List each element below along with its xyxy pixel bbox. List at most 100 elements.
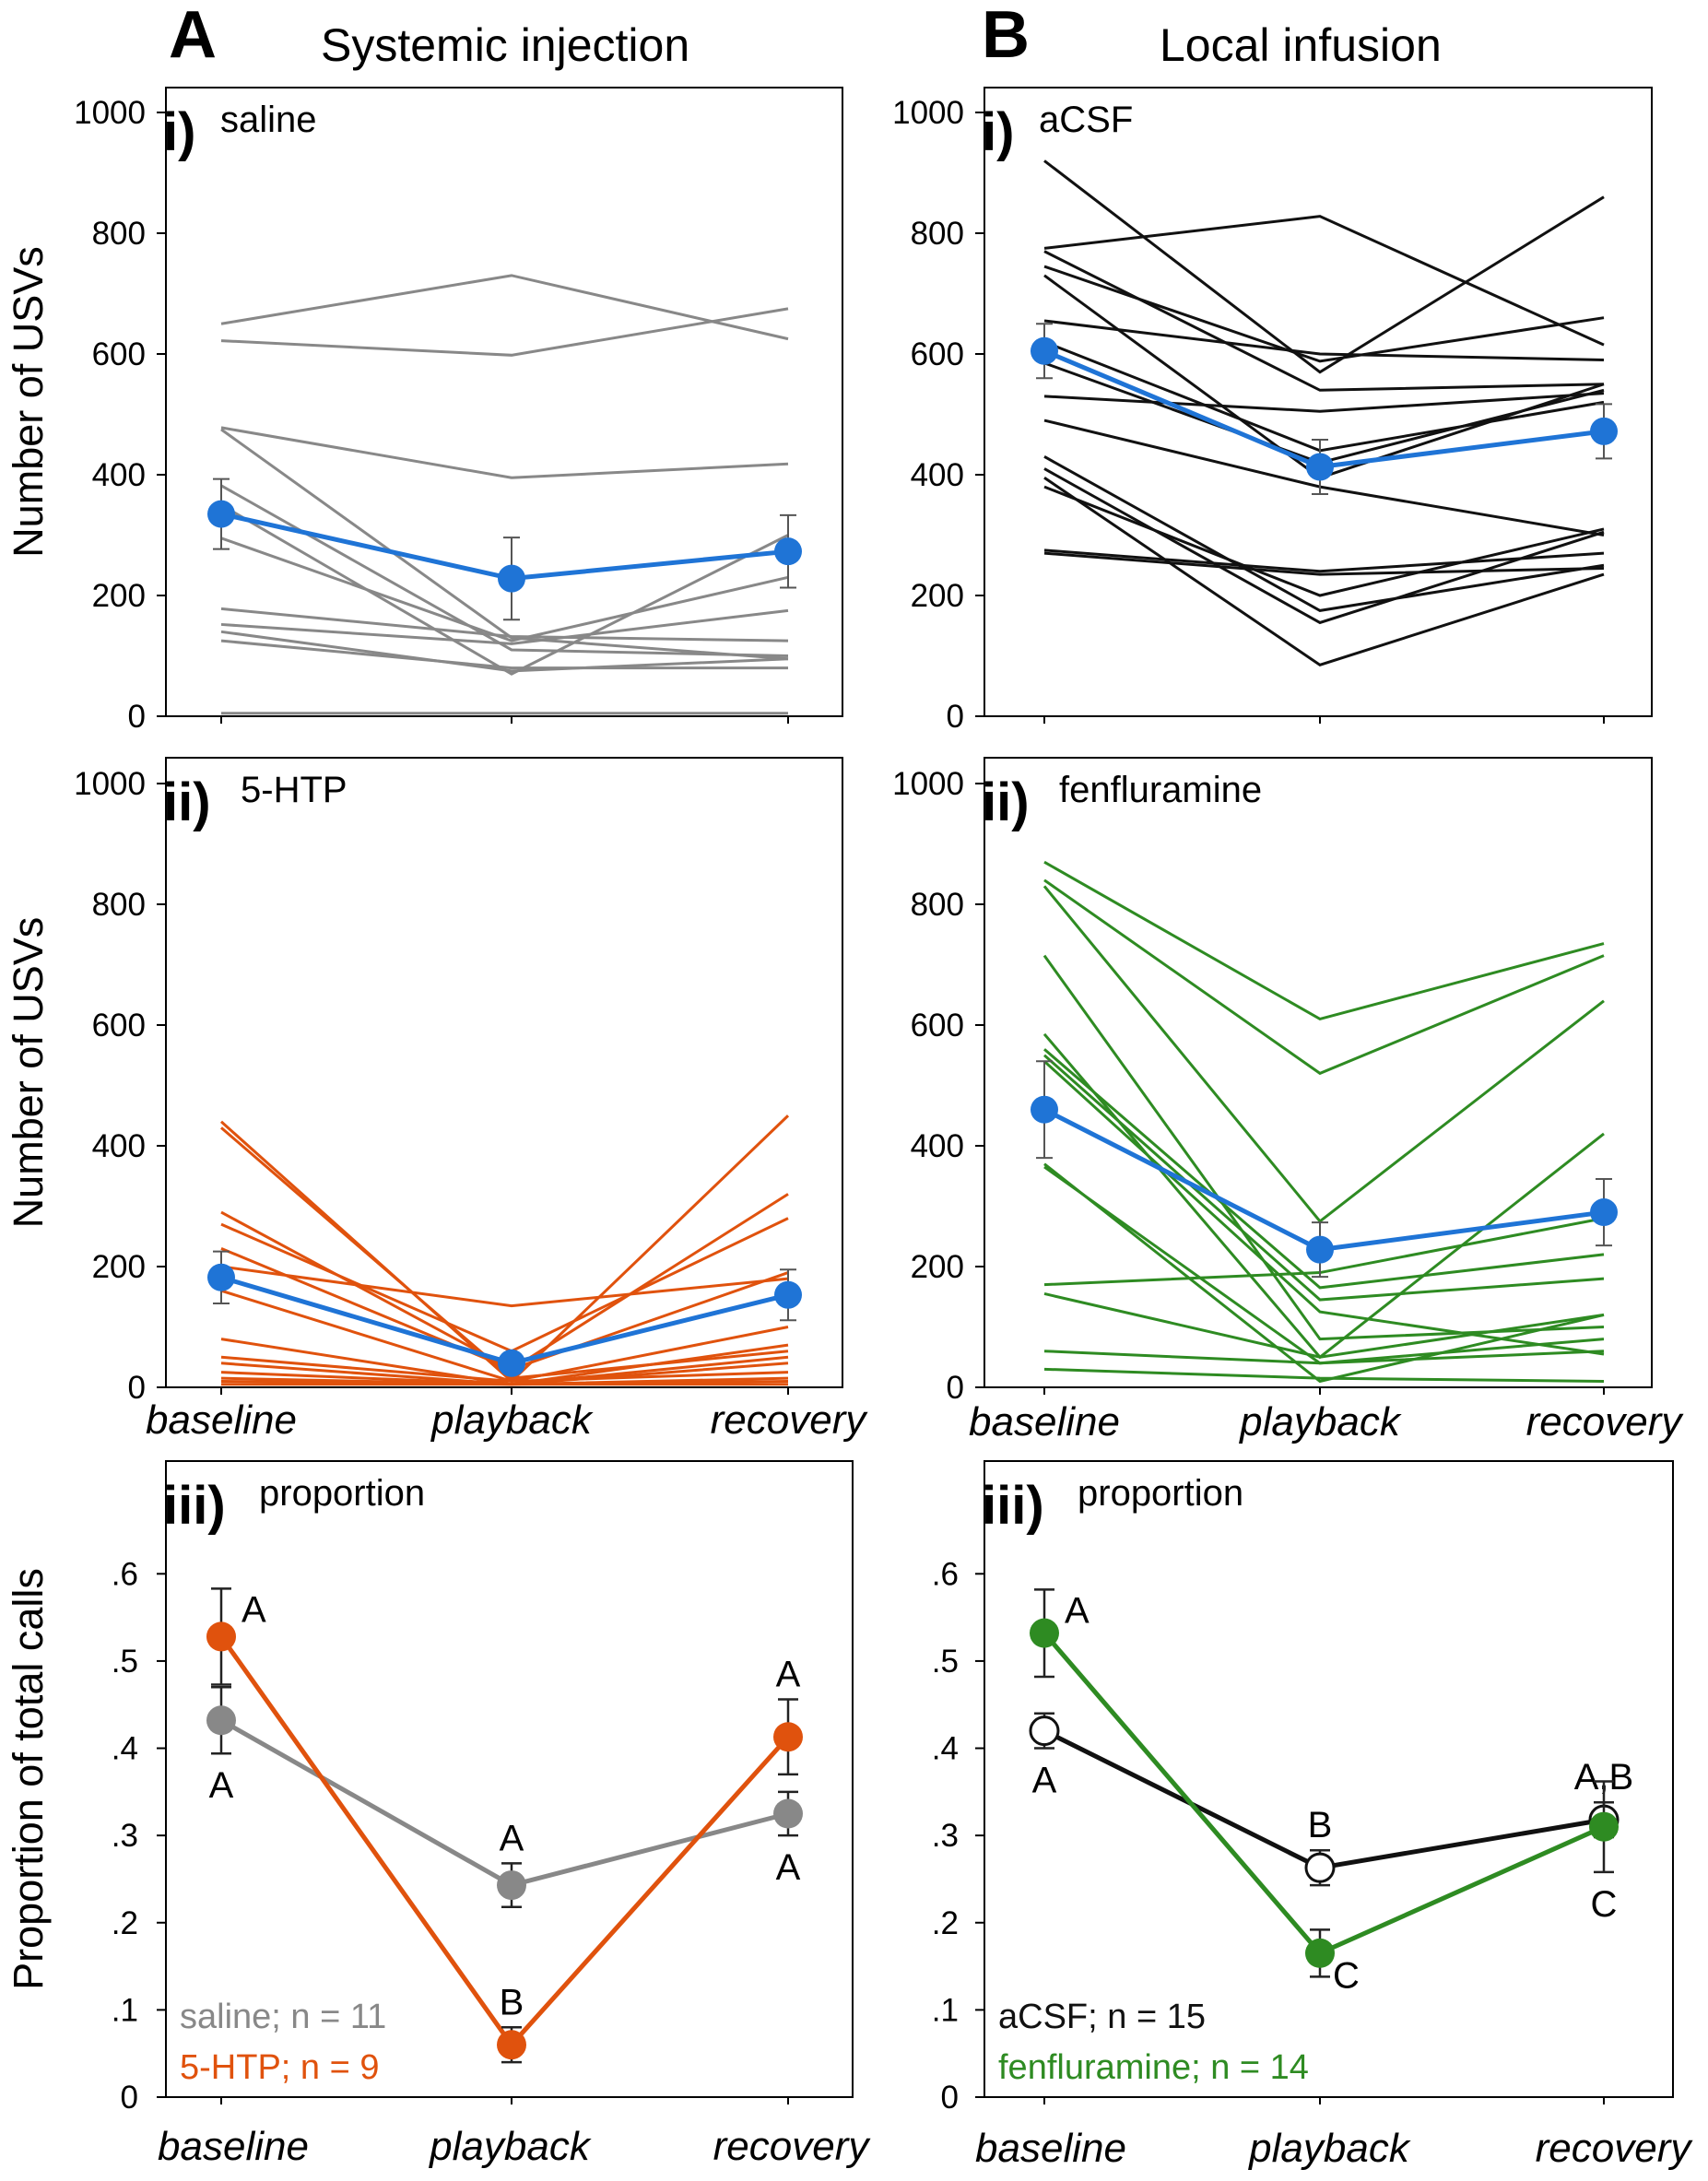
y-tick-label: 1000 xyxy=(74,766,146,802)
y-tick-label: 200 xyxy=(911,578,964,614)
y-tick-label: 0 xyxy=(947,1370,964,1406)
y-tick-label: 600 xyxy=(92,336,146,372)
data-point xyxy=(1305,1938,1335,1968)
y-tick-label: .3 xyxy=(932,1818,959,1854)
data-point xyxy=(1304,1852,1336,1883)
panel-numeral-iii: iii) xyxy=(163,1476,226,1536)
mean-point xyxy=(1031,1095,1058,1124)
individual-line xyxy=(1043,878,1605,1076)
legend-entry: saline; n = 11 xyxy=(180,1998,386,2036)
panel-numeral-iii: iii) xyxy=(982,1476,1044,1536)
individual-line xyxy=(1043,361,1605,465)
column-title-systemic: Systemic injection xyxy=(321,19,689,71)
y-tick-label: 0 xyxy=(941,2080,959,2116)
individual-line xyxy=(1043,1350,1605,1365)
y-tick-label: .1 xyxy=(112,1992,138,2028)
data-point xyxy=(206,1621,236,1652)
y-tick-label: .5 xyxy=(112,1644,138,1680)
y-tick-label: 0 xyxy=(128,699,146,735)
y-tick-label: 600 xyxy=(911,336,964,372)
column-title-local: Local infusion xyxy=(1160,19,1442,71)
x-tick-label: recovery xyxy=(1526,1399,1685,1444)
y-tick-label: 1000 xyxy=(892,766,964,802)
panel-numeral-i: i) xyxy=(163,102,195,162)
significance-letter: A xyxy=(209,1765,234,1806)
y-axis-label: Number of USVs xyxy=(5,246,52,558)
data-point xyxy=(1589,1811,1619,1842)
panel-frame xyxy=(984,1460,1674,2098)
panel-a-i: 0 200 400 600 800 1000 Number of USVs i) saline xyxy=(5,87,843,735)
panel-label: aCSF xyxy=(1039,100,1133,140)
individual-line xyxy=(1043,860,1605,1021)
y-tick-label: 200 xyxy=(911,1249,964,1285)
y-tick-label: .4 xyxy=(932,1731,959,1767)
y-tick-label: 800 xyxy=(911,887,964,923)
y-tick-label: 1000 xyxy=(892,95,964,131)
x-tick-label: playback xyxy=(1247,2126,1411,2171)
y-tick-label: 400 xyxy=(911,1128,964,1164)
significance-letter: C xyxy=(1591,1884,1618,1925)
x-tick-label: playback xyxy=(428,2124,592,2169)
column-letter-b: B xyxy=(982,0,1030,72)
panel-label: proportion xyxy=(259,1473,425,1514)
individual-line xyxy=(1043,319,1605,362)
individual-line xyxy=(220,484,789,657)
y-tick-label: .2 xyxy=(112,1905,138,1941)
panel-frame xyxy=(165,1460,854,2098)
data-point xyxy=(497,2030,526,2060)
panel-frame xyxy=(165,757,843,1388)
legend-entry: 5-HTP; n = 9 xyxy=(180,2048,379,2087)
individual-line xyxy=(1043,477,1605,666)
y-tick-label: 800 xyxy=(92,216,146,252)
legend-entry: aCSF; n = 15 xyxy=(998,1998,1206,2036)
individual-line xyxy=(1042,1060,1605,1356)
panel-b-i: 0 200 400 600 800 1000 i) aCSF xyxy=(892,87,1653,735)
column-letter-a: A xyxy=(169,0,217,72)
significance-letter: A xyxy=(776,1655,801,1695)
significance-letter: B xyxy=(1308,1805,1333,1845)
individual-line xyxy=(220,1355,789,1383)
individual-line xyxy=(1042,885,1605,1223)
mean-point xyxy=(1590,1198,1618,1227)
y-tick-label: .4 xyxy=(112,1731,138,1767)
x-tick-label: baseline xyxy=(969,1399,1120,1444)
panel-frame xyxy=(984,757,1653,1388)
panel-a-iii: 0 .1 .2 .3 .4 .5 .6 baseline playback recovery Pro… xyxy=(5,1460,871,2169)
individual-line xyxy=(220,639,788,670)
individual-line xyxy=(1043,1048,1605,1290)
mean-point xyxy=(774,1280,802,1309)
y-tick-label: .5 xyxy=(932,1644,959,1680)
mean-point xyxy=(1590,417,1618,445)
y-tick-label: .6 xyxy=(932,1556,959,1592)
y-tick-label: 200 xyxy=(92,1249,146,1285)
y-axis-label: Number of USVs xyxy=(5,917,52,1229)
x-tick-label: baseline xyxy=(975,2126,1126,2171)
individual-line xyxy=(1042,954,1605,1341)
individual-line xyxy=(220,536,789,643)
mean-point xyxy=(1306,453,1334,481)
series-line xyxy=(1042,1728,1605,1870)
series-line xyxy=(1042,1632,1606,1956)
significance-letter: C xyxy=(1333,1955,1360,1996)
x-tick-label: recovery xyxy=(1536,2126,1694,2171)
individual-line xyxy=(220,307,789,357)
legend-entry: fenfluramine; n = 14 xyxy=(998,2048,1309,2087)
individual-line xyxy=(220,608,789,645)
panel-b-iii: 0 .1 .2 .3 .4 .5 .6 baseline playback recovery iii… xyxy=(932,1460,1694,2171)
significance-letter: A xyxy=(1065,1590,1090,1631)
y-tick-label: .2 xyxy=(932,1905,959,1941)
y-tick-label: 400 xyxy=(911,457,964,493)
panel-label: 5-HTP xyxy=(241,770,347,810)
y-tick-label: 200 xyxy=(92,578,146,614)
individual-line xyxy=(1043,455,1605,612)
panel-numeral-i: i) xyxy=(982,102,1014,162)
y-tick-label: 400 xyxy=(92,1128,146,1164)
mean-point xyxy=(498,564,525,593)
panel-frame xyxy=(984,87,1653,717)
y-tick-label: 0 xyxy=(121,2080,138,2116)
individual-line xyxy=(220,1126,789,1380)
data-point xyxy=(1030,1618,1059,1648)
y-tick-label: 800 xyxy=(911,216,964,252)
